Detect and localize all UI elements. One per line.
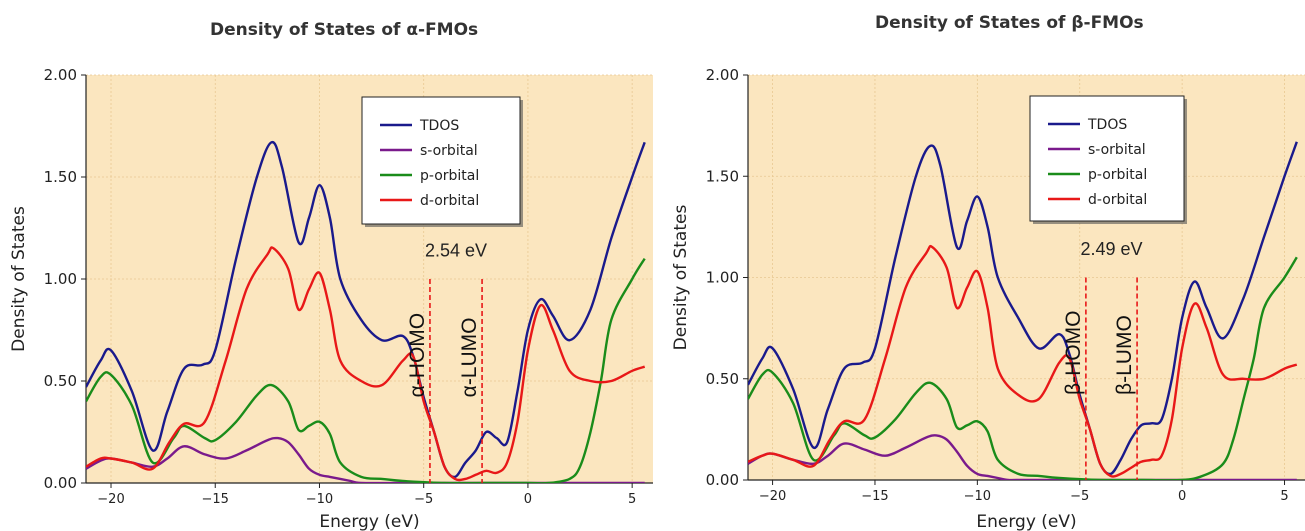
y-tick-label: 1.50 [44, 168, 77, 186]
legend-label: TDOS [419, 118, 459, 134]
series-line-tdos [86, 140, 646, 479]
y-tick-label: 0.50 [44, 372, 77, 390]
series-group [86, 140, 646, 483]
chart-panel-1: −20 −15 −10 −5 0 5 0.00 0.50 1.00 1.50 2.00 Energy … [671, 66, 1305, 531]
series-group [748, 141, 1298, 480]
x-tick-label: −5 [1070, 489, 1089, 504]
gap-energy-label: 2.49 eV [1080, 239, 1142, 259]
x-tick-label: −10 [964, 489, 991, 504]
x-axis-label: Energy (eV) [319, 512, 419, 531]
x-tick-label: −15 [202, 492, 229, 507]
y-tick-label: 2.00 [706, 66, 739, 84]
series-line-p-orbital [86, 257, 646, 483]
legend-label: p-orbital [420, 168, 479, 184]
x-tick-label: 0 [1178, 489, 1186, 504]
orbital-label: β-HOMO [1062, 311, 1085, 395]
x-tick-label: −10 [306, 492, 333, 507]
chart-panel-0: −20 −15 −10 −5 0 5 0.00 0.50 1.00 1.50 2.00 Energy … [9, 66, 653, 531]
y-tick-label: 1.00 [44, 270, 77, 288]
chart-title-alpha: Density of States of α-FMOs [210, 20, 479, 40]
y-axis-label: Density of States [9, 206, 29, 352]
x-tick-label: −5 [414, 492, 433, 507]
x-tick-label: 5 [628, 492, 636, 507]
y-tick-label: 1.50 [706, 167, 739, 185]
legend-box [361, 96, 521, 225]
y-tick-label: 2.00 [44, 66, 77, 84]
x-tick-label: −20 [97, 492, 124, 507]
legend-label: s-orbital [1088, 142, 1146, 158]
legend: TDOS s-orbital p-orbital d-orbital [1029, 95, 1187, 224]
x-tick-label: 0 [524, 492, 532, 507]
x-tick-label: −15 [861, 489, 888, 504]
legend-label: d-orbital [1088, 192, 1147, 208]
legend: TDOS s-orbital p-orbital d-orbital [361, 96, 523, 227]
x-tick-label: −20 [759, 489, 786, 504]
y-tick-label: 0.00 [44, 474, 77, 492]
y-axis-label: Density of States [671, 205, 691, 351]
series-line-d-orbital [748, 244, 1298, 478]
legend-label: TDOS [1087, 117, 1127, 133]
gap-energy-label: 2.54 eV [425, 241, 487, 261]
chart-title-beta: Density of States of β-FMOs [875, 13, 1144, 33]
legend-label: p-orbital [1088, 167, 1147, 183]
x-tick-label: 5 [1280, 489, 1288, 504]
series-line-p-orbital [748, 256, 1298, 480]
series-line-d-orbital [86, 246, 646, 482]
orbital-label: α-HOMO [406, 313, 429, 397]
series-line-tdos [748, 141, 1298, 476]
y-tick-label: 1.00 [706, 269, 739, 287]
y-tick-label: 0.50 [706, 370, 739, 388]
orbital-label: β-LUMO [1113, 315, 1136, 395]
legend-label: d-orbital [420, 193, 479, 209]
y-tick-label: 0.00 [706, 471, 739, 489]
legend-label: s-orbital [420, 143, 478, 159]
orbital-label: α-LUMO [458, 318, 481, 398]
x-axis-label: Energy (eV) [976, 512, 1076, 531]
